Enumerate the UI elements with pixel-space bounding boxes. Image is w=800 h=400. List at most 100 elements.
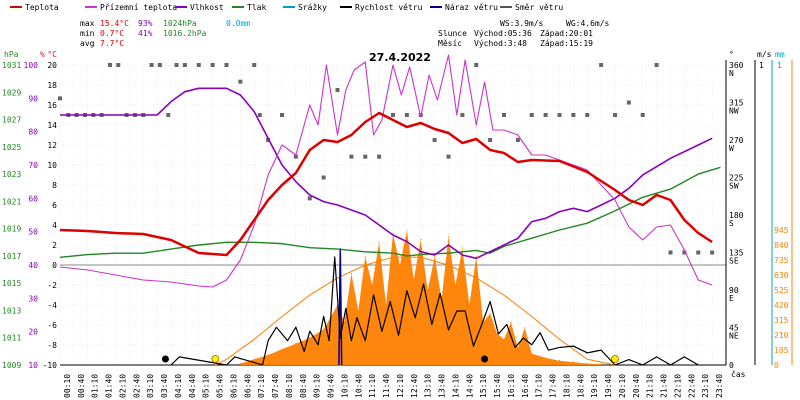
wind-direction-point xyxy=(116,63,121,67)
wind-direction-point xyxy=(446,154,451,159)
wind-direction-point xyxy=(668,250,673,255)
direction-tick: 0 xyxy=(729,361,734,370)
temperature-tick: 8 xyxy=(52,181,57,190)
x-tick: 12:10 xyxy=(396,374,405,398)
wind-direction-point xyxy=(696,250,701,255)
wind-direction-point xyxy=(196,63,201,67)
x-tick: 19:40 xyxy=(604,374,613,398)
pressure-axis-label: hPa xyxy=(4,50,19,59)
wind-direction-point xyxy=(529,112,534,117)
x-tick: 05:10 xyxy=(202,374,211,398)
solar-radiation-point xyxy=(399,264,401,266)
solar-radiation-point xyxy=(524,327,526,329)
x-tick: 10:10 xyxy=(340,374,349,398)
stat-value: max xyxy=(80,19,95,28)
pressure-tick: 1011 xyxy=(2,334,21,343)
direction-name: SE xyxy=(729,256,739,265)
legend-label: Náraz větru xyxy=(445,3,498,12)
direction-axis-label: ° xyxy=(729,50,734,59)
solar-radiation-point xyxy=(420,238,422,241)
pressure-tick: 1023 xyxy=(2,170,21,179)
wind-direction-point xyxy=(391,112,395,117)
moonset-time: Západ:15:19 xyxy=(540,39,593,48)
direction-name: E xyxy=(729,294,734,303)
pressure-tick: 1029 xyxy=(2,88,21,97)
solar-radiation-point xyxy=(496,333,498,335)
x-tick: 01:40 xyxy=(105,374,114,398)
x-tick: 17:40 xyxy=(549,374,558,398)
humidity-tick: 60 xyxy=(28,194,38,203)
solar-radiation-point xyxy=(600,363,602,365)
direction-name: NW xyxy=(729,106,739,115)
x-tick: 11:40 xyxy=(382,374,391,398)
direction-tick: 360 xyxy=(729,61,744,70)
sun-moon-markers xyxy=(161,355,619,363)
solar-radiation-point xyxy=(364,255,366,258)
x-tick: 06:40 xyxy=(243,374,252,398)
temperature-tick: 16 xyxy=(47,101,57,110)
temperature-tick: -6 xyxy=(47,321,57,330)
x-tick: 20:40 xyxy=(632,374,641,398)
x-tick: 21:40 xyxy=(660,374,669,398)
solar-radiation-point xyxy=(406,230,408,232)
solar-radiation-point xyxy=(545,357,547,359)
temperature-axis-label: °C xyxy=(47,50,57,59)
wind-direction-point xyxy=(224,63,229,67)
x-tick: 11:10 xyxy=(368,374,377,398)
wind-direction-point xyxy=(238,79,243,84)
wind-direction-point xyxy=(488,137,493,142)
humidity-line xyxy=(60,87,713,260)
wind-direction-point xyxy=(210,63,215,67)
x-tick: 00:40 xyxy=(77,374,86,398)
legend-label: Přízemní teplota xyxy=(100,3,177,12)
temperature-tick: -10 xyxy=(43,361,58,370)
stat-value: 93% xyxy=(138,19,153,28)
solar-radiation-point xyxy=(461,247,463,249)
x-tick: 10:40 xyxy=(354,374,363,398)
solar-radiation-point xyxy=(510,321,512,323)
wind-direction-point xyxy=(280,112,284,117)
humidity-tick: 90 xyxy=(28,94,38,103)
wind-speed-line xyxy=(170,256,699,366)
solar-radiation-point xyxy=(572,361,574,363)
direction-name: SW xyxy=(729,181,739,190)
moonrise-time: Východ:3:48 xyxy=(474,39,527,48)
solar-radiation-point xyxy=(427,290,429,292)
x-tick: 23:40 xyxy=(715,374,724,398)
temperature-tick: 18 xyxy=(47,81,57,90)
humidity-tick: 100 xyxy=(24,61,39,70)
solar-radiation-point xyxy=(531,352,533,355)
legend-label: Rychlost větru xyxy=(355,3,423,12)
x-tick: 09:10 xyxy=(313,374,322,398)
direction-tick: 315 xyxy=(729,98,744,107)
temperature-tick: 0 xyxy=(52,261,57,270)
pressure-tick: 1019 xyxy=(2,225,21,234)
x-tick: 16:10 xyxy=(507,374,516,398)
temperature-tick: -4 xyxy=(47,301,57,310)
sunrise-time: Východ:05:36 xyxy=(474,29,532,38)
solar-radiation-point xyxy=(253,358,255,360)
x-tick: 17:10 xyxy=(535,374,544,398)
x-tick: 07:10 xyxy=(257,374,266,398)
pressure-line xyxy=(59,166,721,258)
theoretical-radiation-line xyxy=(215,256,616,366)
sun-label: Slunce xyxy=(438,29,467,38)
radiation-tick: 105 xyxy=(774,346,789,355)
solar-radiation-point xyxy=(385,304,387,306)
pressure-tick: 1021 xyxy=(2,197,21,206)
solar-radiation-point xyxy=(309,337,311,339)
x-tick: 16:40 xyxy=(521,374,530,398)
x-tick: 06:10 xyxy=(229,374,238,398)
x-tick: 18:40 xyxy=(576,374,585,398)
stat-value: 41% xyxy=(138,29,153,38)
statistics-block: max 15.4°C 93% 1024hPa 0.0mm min 0.7°C 41% 1016.… xyxy=(80,19,610,48)
humidity-tick: 70 xyxy=(28,161,38,170)
wind-direction-point xyxy=(166,112,171,117)
x-tick: 20:10 xyxy=(618,374,627,398)
humidity-axis-label: % xyxy=(40,50,45,59)
stat-value: min xyxy=(80,29,95,38)
wind-direction-point xyxy=(710,250,715,255)
moon-label: Měsíc xyxy=(438,39,462,48)
pressure-tick: 1025 xyxy=(2,143,21,152)
temperature-tick: 10 xyxy=(47,161,57,170)
